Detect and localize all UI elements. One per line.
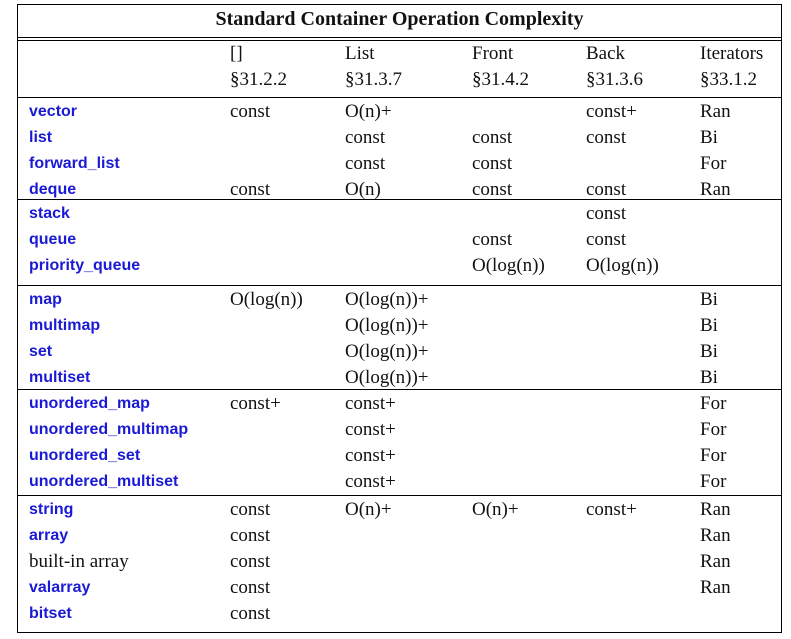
complexity-cell: For bbox=[700, 153, 727, 174]
complexity-cell: const bbox=[345, 127, 386, 148]
complexity-cell: Bi bbox=[700, 127, 718, 148]
complexity-cell: O(log(n))+ bbox=[345, 289, 429, 310]
complexity-cell: O(n)+ bbox=[345, 499, 392, 520]
container-name-link[interactable]: vector bbox=[29, 103, 78, 120]
container-name-link[interactable]: priority_queue bbox=[29, 257, 141, 274]
complexity-cell: const+ bbox=[586, 499, 637, 520]
complexity-cell: const+ bbox=[345, 393, 396, 414]
column-header-section: §31.3.6 bbox=[586, 69, 643, 90]
complexity-cell: const bbox=[230, 551, 271, 572]
complexity-cell: const+ bbox=[345, 445, 396, 466]
column-header-section: §31.3.7 bbox=[345, 69, 402, 90]
table-title: Standard Container Operation Complexity bbox=[215, 8, 584, 30]
complexity-cell: const bbox=[472, 153, 513, 174]
complexity-cell: Ran bbox=[700, 499, 731, 520]
complexity-cell: For bbox=[700, 393, 727, 414]
complexity-cell: Ran bbox=[700, 101, 731, 122]
complexity-cell: const bbox=[472, 229, 513, 250]
column-header-label: [] bbox=[230, 43, 243, 64]
complexity-cell: O(n)+ bbox=[345, 101, 392, 122]
complexity-cell: const bbox=[230, 499, 271, 520]
complexity-cell: const+ bbox=[345, 419, 396, 440]
container-name-link[interactable]: valarray bbox=[29, 579, 91, 596]
container-name-link[interactable]: bitset bbox=[29, 605, 72, 622]
complexity-cell: O(log(n))+ bbox=[345, 341, 429, 362]
container-name-link[interactable]: forward_list bbox=[29, 155, 120, 172]
column-header-label: Iterators bbox=[700, 43, 764, 64]
table-rule bbox=[18, 285, 781, 286]
complexity-cell: Ran bbox=[700, 525, 731, 546]
column-header-label: Back bbox=[586, 43, 626, 64]
table-rule bbox=[18, 97, 781, 98]
complexity-cell: O(log(n)) bbox=[230, 289, 303, 310]
complexity-cell: Bi bbox=[700, 289, 718, 310]
complexity-cell: const bbox=[586, 179, 627, 200]
complexity-cell: O(n)+ bbox=[472, 499, 519, 520]
complexity-cell: const bbox=[230, 577, 271, 598]
complexity-cell: const bbox=[472, 179, 513, 200]
container-name-link[interactable]: multiset bbox=[29, 369, 91, 386]
complexity-cell: Bi bbox=[700, 367, 718, 388]
complexity-cell: O(log(n)) bbox=[586, 255, 659, 276]
container-name-link[interactable]: multimap bbox=[29, 317, 101, 334]
complexity-cell: const+ bbox=[586, 101, 637, 122]
complexity-cell: const bbox=[345, 153, 386, 174]
table-rule bbox=[18, 40, 781, 41]
complexity-cell: O(n) bbox=[345, 179, 381, 200]
column-header-section: §31.2.2 bbox=[230, 69, 287, 90]
complexity-cell: Bi bbox=[700, 341, 718, 362]
table-rule bbox=[18, 495, 781, 496]
complexity-cell: const+ bbox=[345, 471, 396, 492]
complexity-cell: const bbox=[586, 127, 627, 148]
column-header-label: Front bbox=[472, 43, 514, 64]
table-rule bbox=[18, 37, 781, 38]
container-name-link[interactable]: deque bbox=[29, 181, 77, 198]
container-name-link[interactable]: unordered_set bbox=[29, 447, 141, 464]
container-name: built-in array bbox=[29, 551, 129, 572]
complexity-cell: O(log(n)) bbox=[472, 255, 545, 276]
container-name-link[interactable]: string bbox=[29, 501, 74, 518]
complexity-cell: Ran bbox=[700, 551, 731, 572]
complexity-cell: const+ bbox=[230, 393, 281, 414]
container-name-link[interactable]: list bbox=[29, 129, 53, 146]
complexity-cell: const bbox=[230, 525, 271, 546]
complexity-cell: Bi bbox=[700, 315, 718, 336]
complexity-cell: const bbox=[586, 203, 627, 224]
container-name-link[interactable]: stack bbox=[29, 205, 70, 222]
complexity-cell: Ran bbox=[700, 179, 731, 200]
complexity-cell: For bbox=[700, 419, 727, 440]
table-rule bbox=[18, 389, 781, 390]
column-header-section: §31.4.2 bbox=[472, 69, 529, 90]
container-name-link[interactable]: map bbox=[29, 291, 62, 308]
column-header-label: List bbox=[345, 43, 375, 64]
complexity-cell: O(log(n))+ bbox=[345, 367, 429, 388]
complexity-cell: const bbox=[230, 179, 271, 200]
container-name-link[interactable]: unordered_map bbox=[29, 395, 150, 412]
complexity-table: Standard Container Operation Complexity … bbox=[17, 4, 782, 633]
container-name-link[interactable]: set bbox=[29, 343, 53, 360]
complexity-cell: O(log(n))+ bbox=[345, 315, 429, 336]
complexity-cell: const bbox=[230, 101, 271, 122]
container-name-link[interactable]: array bbox=[29, 527, 69, 544]
table-rule bbox=[18, 199, 781, 200]
container-name-link[interactable]: unordered_multimap bbox=[29, 421, 189, 438]
complexity-cell: For bbox=[700, 445, 727, 466]
complexity-cell: const bbox=[230, 603, 271, 624]
complexity-cell: For bbox=[700, 471, 727, 492]
complexity-cell: Ran bbox=[700, 577, 731, 598]
container-name-link[interactable]: unordered_multiset bbox=[29, 473, 179, 490]
column-header-section: §33.1.2 bbox=[700, 69, 757, 90]
container-name-link[interactable]: queue bbox=[29, 231, 77, 248]
complexity-cell: const bbox=[586, 229, 627, 250]
complexity-cell: const bbox=[472, 127, 513, 148]
